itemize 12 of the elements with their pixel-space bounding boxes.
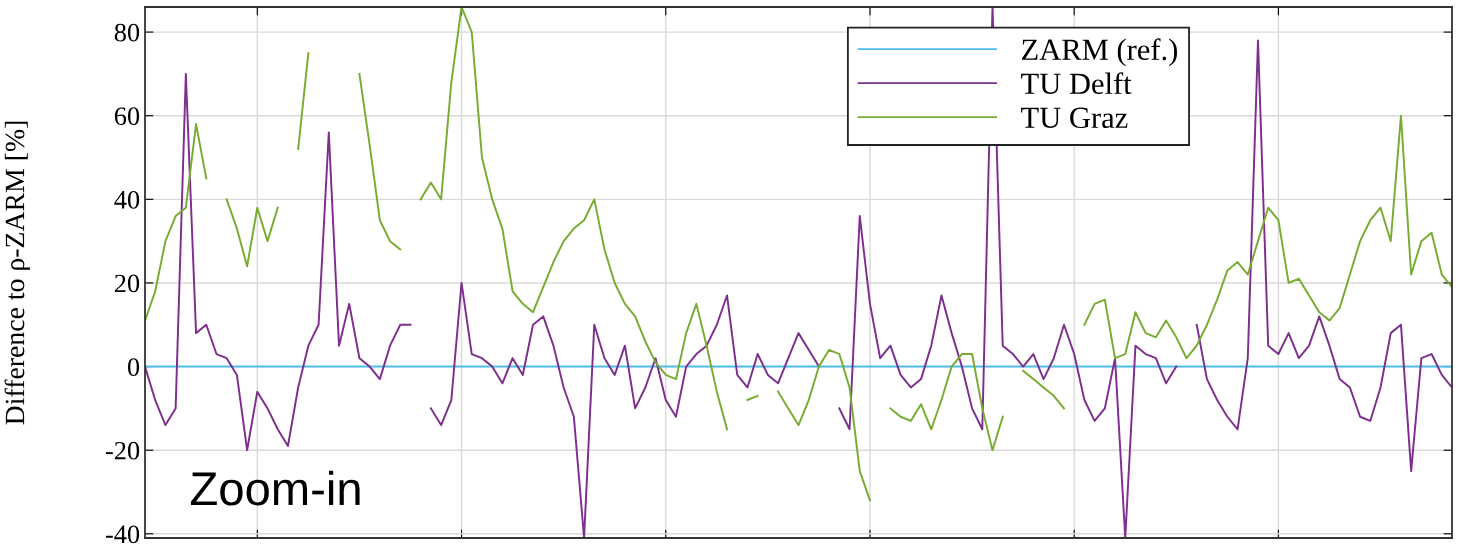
y-tick-label: 20 [114,274,140,293]
y-tick-label: 60 [114,107,140,126]
annotation: Zoom-in [190,470,360,506]
y-axis-title: Difference to ρ-ZARM [%] [4,121,30,425]
y-tick-label: 80 [114,23,140,42]
legend-label: TU Delft [1021,72,1132,95]
legend-label: TU Graz [1021,107,1128,129]
y-tick-label: 40 [114,190,140,209]
y-tick-label: -20 [105,441,140,460]
y-tick-label: 0 [127,358,140,376]
legend-label: ZARM (ref.) [1021,38,1178,67]
y-tick-label: -40 [105,525,140,544]
